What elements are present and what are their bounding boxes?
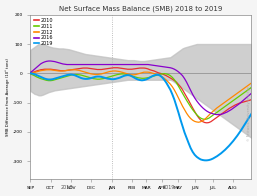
Text: © Fettweis, University of Liège: © Fettweis, University of Liège — [246, 86, 251, 141]
Text: 2019: 2019 — [162, 185, 175, 190]
Legend: 2010, 2011, 2012, 2016, 2019: 2010, 2011, 2012, 2016, 2019 — [33, 17, 54, 47]
Title: Net Surface Mass Balance (SMB) 2018 to 2019: Net Surface Mass Balance (SMB) 2018 to 2… — [59, 5, 223, 12]
Text: 2018: 2018 — [61, 185, 73, 190]
Y-axis label: SMB Difference from Average (10⁶ tons): SMB Difference from Average (10⁶ tons) — [6, 58, 10, 136]
